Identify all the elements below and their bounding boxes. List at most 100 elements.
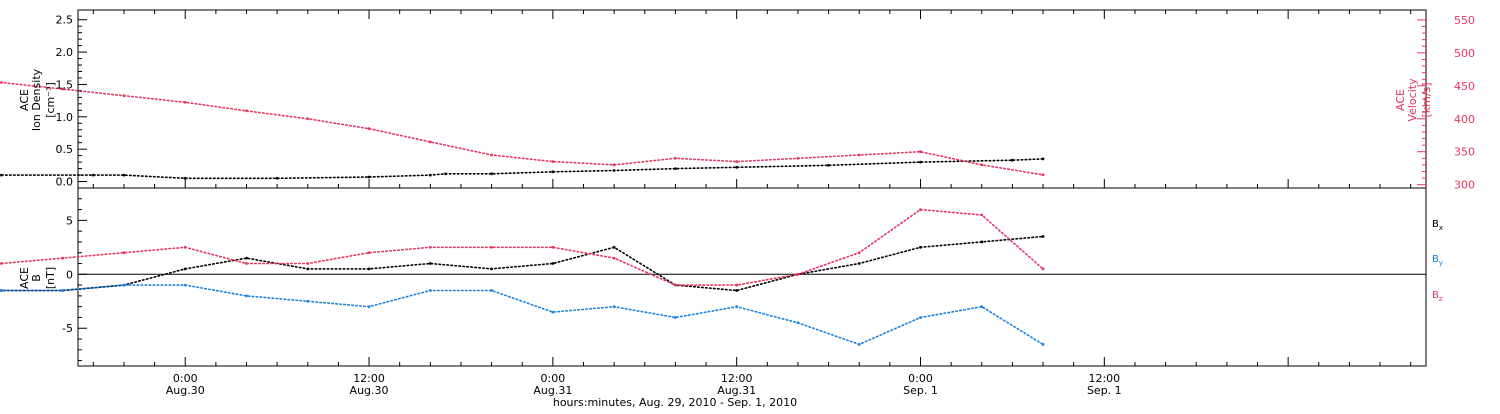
bx-point-7 <box>245 256 248 260</box>
velocity-point-10 <box>367 127 371 131</box>
by-point-15 <box>735 305 739 309</box>
legend-bz: Bz <box>1432 290 1443 303</box>
magnetic-field-panel: -5 0 5 ACE B [nT] Bx By Bz <box>0 187 1443 367</box>
velocity-tick-label-1: 350 <box>1454 146 1475 159</box>
density-ylabel-line3: [cm⁻³] <box>44 82 57 118</box>
x-tick-label-3-time: 12:00 <box>721 372 753 385</box>
b-ylabel-line3: [nT] <box>44 267 57 289</box>
legend-bx: Bx <box>1432 219 1443 232</box>
bx-point-17 <box>857 262 861 265</box>
bx-point-20 <box>1041 235 1045 238</box>
velocity-point-21 <box>1041 173 1045 177</box>
density-point-18 <box>1041 157 1045 161</box>
by-point-12 <box>551 310 555 314</box>
velocity-point-11 <box>428 140 432 144</box>
velocity-point-17 <box>796 156 800 160</box>
bz-point-20 <box>1041 267 1045 271</box>
bz-point-5 <box>122 251 126 255</box>
by-point-14 <box>674 316 677 319</box>
velocity-ylabel-line3: [km/s] <box>1420 82 1433 117</box>
bz-point-14 <box>674 283 677 287</box>
velocity-point-14 <box>612 163 616 167</box>
density-point-3 <box>91 173 95 177</box>
bz-point-17 <box>857 251 861 255</box>
density-tick-label-2: 1.0 <box>56 111 74 124</box>
b-tick-label-0: -5 <box>62 322 73 335</box>
bx-point-19 <box>980 240 984 244</box>
velocity-tick-label-5: 550 <box>1454 14 1475 27</box>
bz-point-19 <box>980 213 984 217</box>
bz-point-6 <box>183 245 187 249</box>
density-point-17 <box>1011 158 1014 162</box>
velocity-point-6 <box>122 94 126 98</box>
legend-by-label: B <box>1432 254 1439 265</box>
x-tick-label-3-date: Aug.31 <box>717 384 756 397</box>
density-point-10 <box>490 172 493 176</box>
velocity-point-20 <box>980 163 984 167</box>
b-tick-label-2: 5 <box>66 214 73 227</box>
density-point-13 <box>674 167 677 171</box>
by-point-10 <box>428 289 432 292</box>
bz-point-9 <box>367 251 371 255</box>
by-point-16 <box>796 321 800 325</box>
density-point-12 <box>612 169 616 172</box>
bz-point-15 <box>735 283 739 287</box>
b-tick-label-1: 0 <box>66 268 73 281</box>
velocity-tick-label-4: 500 <box>1454 47 1475 60</box>
x-tick-label-5-date: Sep. 1 <box>1087 384 1122 397</box>
density-point-4 <box>122 173 126 177</box>
b-ylabel-line1: ACE <box>18 267 31 289</box>
bx-point-10 <box>428 262 432 265</box>
bz-point-7 <box>245 262 248 265</box>
legend-bz-label: B <box>1432 290 1439 301</box>
x-tick-label-1-date: Aug.30 <box>350 384 389 397</box>
velocity-point-8 <box>245 109 248 113</box>
x-tick-label-5-time: 12:00 <box>1088 372 1120 385</box>
density-point-7 <box>367 175 371 179</box>
bz-point-12 <box>551 245 555 249</box>
x-tick-label-0-time: 0:00 <box>173 372 198 385</box>
legend-by: By <box>1432 254 1443 267</box>
bz-point-4 <box>61 256 65 260</box>
velocity-point-12 <box>490 153 493 157</box>
x-axis: 0:00Aug.3012:00Aug.300:00Aug.3112:00Aug.… <box>92 10 1412 397</box>
velocity-tick-label-0: 300 <box>1454 179 1475 192</box>
velocity-point-9 <box>306 117 310 121</box>
bx-point-6 <box>183 267 187 271</box>
bz-point-3 <box>0 262 3 265</box>
velocity-point-19 <box>919 150 922 154</box>
bottom-points <box>0 208 1045 346</box>
x-tick-label-2-time: 0:00 <box>541 372 566 385</box>
density-tick-label-1: 0.5 <box>56 143 74 156</box>
by-point-8 <box>306 299 310 303</box>
x-tick-label-2-date: Aug.31 <box>533 384 572 397</box>
bz-point-13 <box>612 256 616 260</box>
velocity-point-16 <box>735 160 739 164</box>
velocity-ylabel-line2: Velocity <box>1406 78 1419 122</box>
by-point-9 <box>367 305 371 309</box>
density-tick-label-5: 2.5 <box>56 14 74 27</box>
bx-point-12 <box>551 262 555 265</box>
top-points <box>0 81 1045 180</box>
by-point-3 <box>0 289 3 292</box>
bx-point-9 <box>367 267 371 271</box>
by-point-17 <box>857 343 861 346</box>
by-point-18 <box>919 316 922 319</box>
velocity-point-4 <box>0 81 3 84</box>
velocity-ylabel-line1: ACE <box>1394 89 1407 111</box>
density-point-11 <box>551 170 555 174</box>
velocity-point-13 <box>551 160 555 164</box>
density-point-5 <box>183 176 187 180</box>
x-tick-label-4-time: 0:00 <box>908 372 933 385</box>
density-point-8 <box>428 173 432 177</box>
density-ylabel-line1: ACE <box>18 89 31 111</box>
bz-point-16 <box>796 272 800 276</box>
legend-bx-sub: x <box>1439 224 1443 232</box>
bz-point-10 <box>428 245 432 249</box>
bz-point-8 <box>306 262 310 265</box>
x-tick-label-0-date: Aug.30 <box>166 384 205 397</box>
by-point-6 <box>183 283 187 287</box>
by-point-13 <box>612 305 616 309</box>
